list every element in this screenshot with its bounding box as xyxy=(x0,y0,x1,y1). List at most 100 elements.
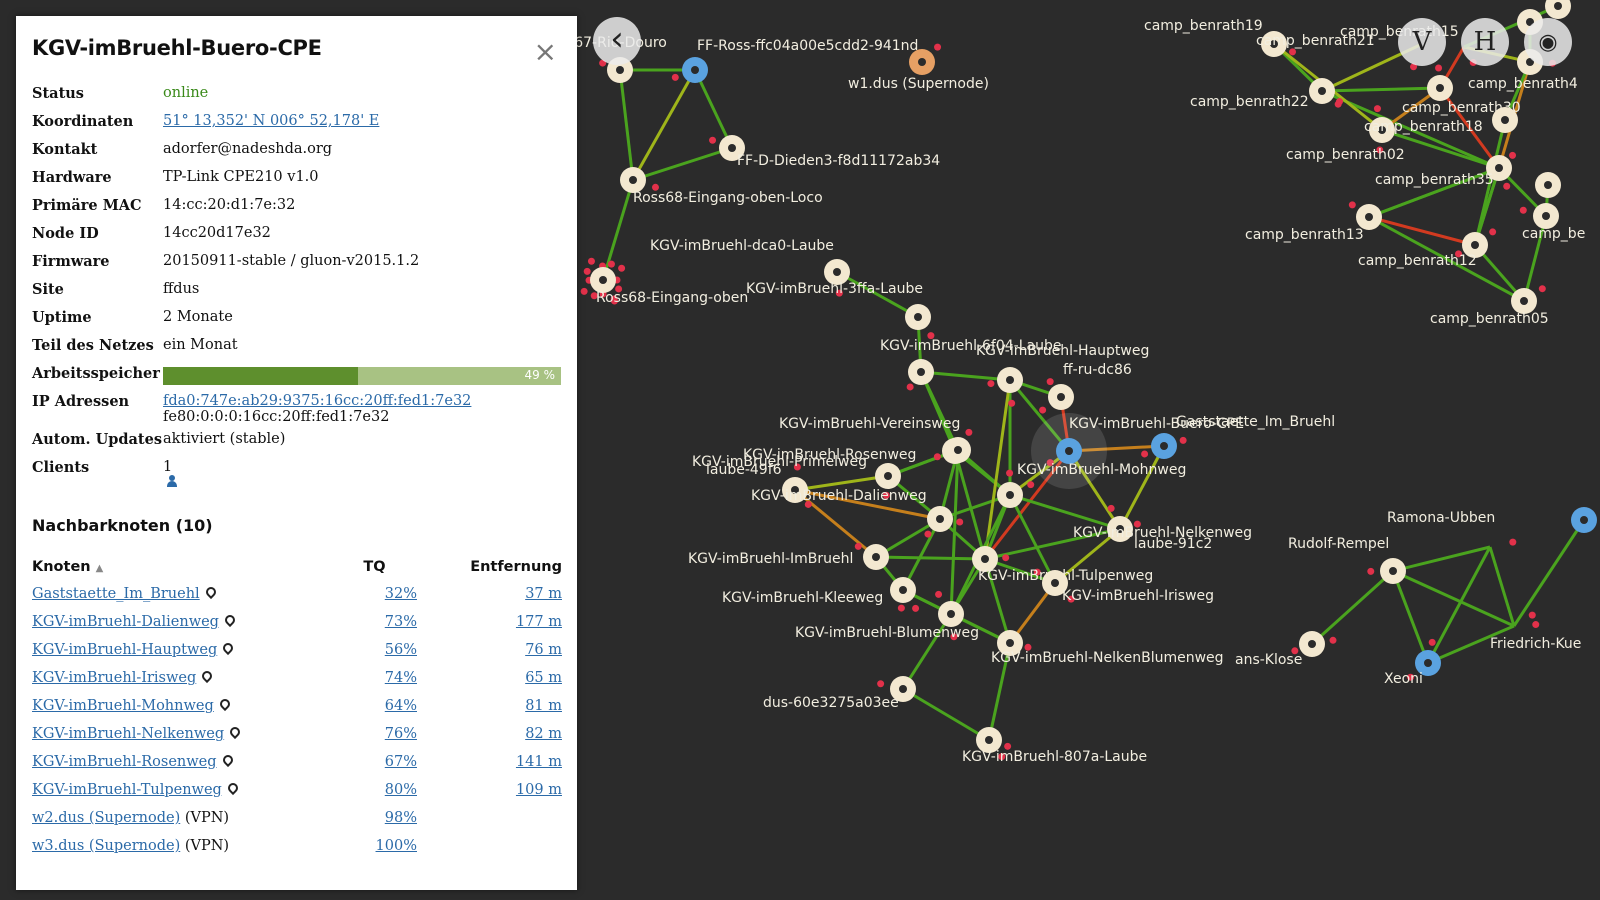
client-dot xyxy=(934,43,942,51)
client-dot xyxy=(1004,742,1012,750)
neighbour-row: KGV-imBruehl-Nelkenweg 76% 82 m xyxy=(32,720,562,748)
client-dot xyxy=(1133,520,1141,528)
client-dot xyxy=(607,260,615,268)
client-dot xyxy=(835,289,843,297)
map-node-center xyxy=(1365,213,1373,221)
map-pin-icon[interactable] xyxy=(220,752,235,768)
map-link xyxy=(1381,128,1500,170)
map-node-label: KGV-imBruehl-6f04-Laube xyxy=(880,338,1061,354)
neighbour-distance[interactable]: 81 m xyxy=(525,698,562,714)
client-dot xyxy=(1376,146,1384,154)
neighbour-link[interactable]: KGV-imBruehl-Nelkenweg xyxy=(32,726,225,742)
client-dot xyxy=(877,680,885,688)
map-link xyxy=(1008,379,1071,452)
attr-network-part: Teil des Netzes ein Monat xyxy=(32,334,561,362)
map-pin-icon[interactable] xyxy=(222,612,238,628)
ip-address-local: fe80:0:0:0:16cc:20ff:fed1:7e32 xyxy=(163,409,390,425)
map-nodes[interactable]: FF-D-Ross67-Rio-Douro FF-Ross-ffc04a00e5c… xyxy=(330,0,1597,765)
neighbour-tq[interactable]: 32% xyxy=(384,586,417,602)
neighbour-link[interactable]: KGV-imBruehl-Tulpenweg xyxy=(32,782,222,798)
map-node-label: laube-49f6 xyxy=(706,462,782,478)
map-link xyxy=(987,642,1012,741)
map-link xyxy=(920,370,1011,382)
neighbour-link[interactable]: KGV-imBruehl-Mohnweg xyxy=(32,698,214,714)
client-dot xyxy=(1489,228,1497,236)
map-pin-icon[interactable] xyxy=(221,640,236,656)
map-node-center xyxy=(1057,393,1065,401)
v-button[interactable]: V xyxy=(1398,18,1446,66)
map-node-label: camp_benrath35 xyxy=(1375,172,1494,188)
map-link xyxy=(836,270,919,319)
map-node-label: KGV-imBruehl-Kleeweg xyxy=(722,590,883,606)
neighbour-link[interactable]: KGV-imBruehl-Dalienweg xyxy=(32,614,219,630)
coordinates-link[interactable]: 51° 13,352' N 006° 52,178' E xyxy=(163,113,380,129)
h-button[interactable]: H xyxy=(1461,18,1509,66)
neighbour-link[interactable]: w3.dus (Supernode) xyxy=(32,838,181,854)
map-node-label: Ross68-Eingang-oben xyxy=(596,290,748,306)
neighbour-distance[interactable]: 82 m xyxy=(525,726,562,742)
map-link xyxy=(901,613,953,690)
autoupdate-value: aktiviert (stable) xyxy=(163,431,286,447)
map-node-label: camp_benrath13 xyxy=(1245,227,1364,243)
column-tq[interactable]: TQ xyxy=(363,559,386,575)
client-dot xyxy=(854,542,862,550)
client-dot xyxy=(651,183,659,191)
column-node-label: Knoten xyxy=(32,559,91,575)
column-distance[interactable]: Entfernung xyxy=(470,559,562,575)
neighbour-distance[interactable]: 177 m xyxy=(515,614,562,630)
map-node-center xyxy=(1116,525,1124,533)
neighbour-distance[interactable]: 141 m xyxy=(515,754,562,770)
column-node[interactable]: Knoten ▲ xyxy=(32,557,332,580)
neighbour-distance[interactable]: 65 m xyxy=(525,670,562,686)
map-node-center xyxy=(728,144,736,152)
map-pin-icon[interactable] xyxy=(203,584,218,600)
map-node-label: KGV-imBruehl-ImBruehl xyxy=(688,551,853,567)
node-title: KGV-imBruehl-Buero-CPE xyxy=(32,36,322,60)
client-dot xyxy=(1455,250,1463,258)
ip-address-link[interactable]: fda0:747e:ab29:9375:16cc:20ff:fed1:7e32 xyxy=(163,393,472,409)
neighbour-distance[interactable]: 109 m xyxy=(515,782,562,798)
neighbour-tq[interactable]: 56% xyxy=(384,642,417,658)
map-node-label: Rudolf-Rempel xyxy=(1288,536,1389,552)
map-node-center xyxy=(629,176,637,184)
back-button[interactable]: ‹ xyxy=(593,17,641,65)
neighbour-tq[interactable]: 80% xyxy=(384,782,417,798)
neighbour-distance[interactable]: 37 m xyxy=(525,586,562,602)
client-dot xyxy=(1024,643,1032,651)
client-dot xyxy=(935,590,943,598)
close-icon[interactable]: × xyxy=(533,35,557,68)
map-node-label: camp_benrath21 xyxy=(1256,33,1375,49)
neighbour-tq[interactable]: 64% xyxy=(384,698,417,714)
eye-icon[interactable]: ◉ xyxy=(1524,18,1572,66)
map-node-center xyxy=(985,736,993,744)
neighbour-link[interactable]: Gaststaette_Im_Bruehl xyxy=(32,586,200,602)
map-node-label: Gaststaette_Im_Bruehl xyxy=(1176,414,1335,430)
attr-label: Autom. Updates xyxy=(32,431,163,448)
neighbour-tq[interactable]: 76% xyxy=(384,726,417,742)
neighbour-link[interactable]: KGV-imBruehl-Hauptweg xyxy=(32,642,218,658)
map-node-center xyxy=(1006,491,1014,499)
neighbour-distance[interactable]: 76 m xyxy=(525,642,562,658)
client-dot xyxy=(1519,206,1527,214)
map-pin-icon[interactable] xyxy=(200,668,215,684)
map-pin-icon[interactable] xyxy=(228,724,243,740)
map-node-label: KGV-imBruehl-Vereinsweg xyxy=(779,416,960,432)
map-node-label: Ramona-Ubben xyxy=(1387,510,1495,526)
attr-coordinates: Koordinaten 51° 13,352' N 006° 52,178' E xyxy=(32,110,561,138)
client-dot xyxy=(987,380,995,388)
neighbour-tq[interactable]: 73% xyxy=(384,614,417,630)
map-pin-icon[interactable] xyxy=(217,696,232,712)
neighbour-tq[interactable]: 98% xyxy=(384,810,417,826)
neighbour-link[interactable]: KGV-imBruehl-Irisweg xyxy=(32,670,197,686)
neighbour-link[interactable]: KGV-imBruehl-Rosenweg xyxy=(32,754,217,770)
neighbour-tq[interactable]: 67% xyxy=(384,754,417,770)
neighbour-tq[interactable]: 74% xyxy=(384,670,417,686)
map-node-label: w1.dus (Supernode) xyxy=(848,76,989,92)
neighbour-link[interactable]: w2.dus (Supernode) xyxy=(32,810,181,826)
map-pin-icon[interactable] xyxy=(225,780,240,796)
client-dot xyxy=(1509,538,1517,546)
attr-mac: Primäre MAC 14:cc:20:d1:7e:32 xyxy=(32,194,561,222)
neighbour-tq[interactable]: 100% xyxy=(375,838,417,854)
map-node-label: ff-ru-dc86 xyxy=(1063,362,1132,378)
